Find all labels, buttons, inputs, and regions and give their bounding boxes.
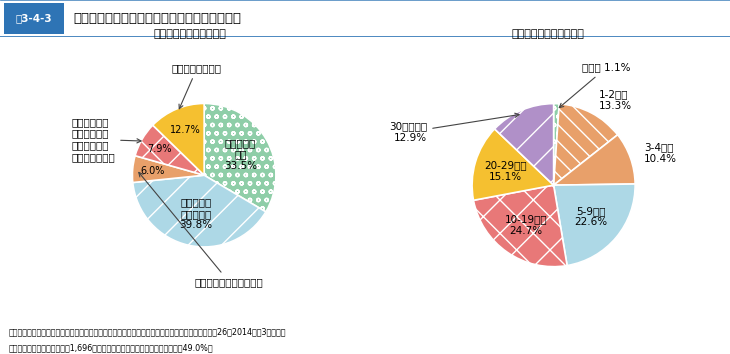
Text: 7.9%: 7.9% [147, 144, 172, 154]
Wedge shape [495, 104, 553, 185]
Wedge shape [153, 103, 204, 175]
Text: 無回答 1.1%: 無回答 1.1% [559, 63, 631, 108]
Wedge shape [133, 175, 266, 247]
Wedge shape [472, 129, 553, 200]
Text: 注：障害者就労支援事業所1,696か所を対象としたアンケート調査（回答率49.0%）: 注：障害者就労支援事業所1,696か所を対象としたアンケート調査（回答率49.0… [9, 343, 213, 352]
Text: 20-29年前
15.1%: 20-29年前 15.1% [484, 160, 526, 182]
Text: 10-19年前
24.7%: 10-19年前 24.7% [504, 215, 547, 236]
Text: 30年以上前
12.9%: 30年以上前 12.9% [389, 113, 519, 143]
Wedge shape [135, 125, 204, 175]
Wedge shape [553, 135, 635, 185]
Text: 図3-4-3: 図3-4-3 [16, 13, 53, 24]
Wedge shape [553, 184, 635, 266]
Wedge shape [553, 104, 618, 185]
Text: 取り組んで
いる
33.5%: 取り組んで いる 33.5% [224, 138, 257, 171]
Wedge shape [553, 104, 559, 185]
Text: 3-4年前
10.4%: 3-4年前 10.4% [645, 142, 677, 164]
Text: 12.7%: 12.7% [170, 125, 201, 135]
Title: （取組を開始した時期）: （取組を開始した時期） [511, 29, 584, 39]
Wedge shape [132, 156, 204, 183]
Text: 1-2年前
13.3%: 1-2年前 13.3% [599, 89, 631, 111]
Wedge shape [474, 185, 567, 267]
Text: 今後取り組みたい: 今後取り組みたい [172, 63, 222, 109]
Wedge shape [204, 103, 276, 212]
Text: 6.0%: 6.0% [140, 166, 165, 176]
Text: 障害者就労支援事業所の農業活動への取組状況: 障害者就労支援事業所の農業活動への取組状況 [73, 12, 241, 25]
Text: 取り組んでいたがやめた: 取り組んでいたがやめた [139, 172, 264, 287]
Text: 資料：特定非営利活動法人日本セルプセンター「農と福祉の連携についての調査研究報告」（平成26（2014）年3月公表）: 資料：特定非営利活動法人日本セルプセンター「農と福祉の連携についての調査研究報告… [9, 327, 286, 336]
FancyBboxPatch shape [4, 3, 64, 34]
Text: 5-9年前
22.6%: 5-9年前 22.6% [575, 206, 608, 227]
Text: 地域農産物を
用いた加工・
飲食事業には
取り組んでいる: 地域農産物を 用いた加工・ 飲食事業には 取り組んでいる [72, 117, 141, 162]
Title: （農業活動の取組状況）: （農業活動の取組状況） [153, 29, 226, 39]
Text: 取り組むつ
もりはない
39.8%: 取り組むつ もりはない 39.8% [179, 197, 212, 230]
